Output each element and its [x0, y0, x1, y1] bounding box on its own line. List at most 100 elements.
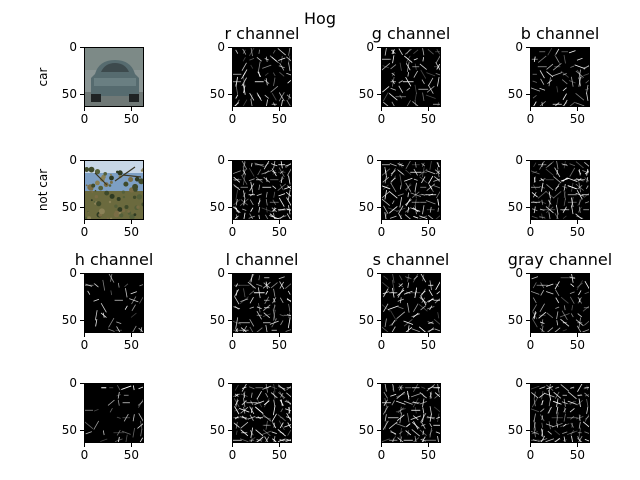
hog-gradient-stroke [271, 168, 277, 177]
hog-gradient-stroke [384, 318, 387, 328]
hog-gradient-stroke [414, 287, 418, 299]
hog-gradient-stroke [118, 436, 120, 442]
hog-gradient-stroke [273, 436, 276, 442]
hog-gradient-stroke [235, 94, 239, 99]
hog-gradient-stroke [109, 408, 113, 413]
hog-gradient-stroke [390, 87, 396, 91]
x-tick-label: 50 [271, 112, 287, 126]
hog-gradient-stroke [421, 163, 426, 167]
hog-gradient-stroke [233, 422, 241, 429]
hog-gradient-stroke [398, 205, 404, 215]
hog-gradient-stroke [248, 178, 255, 182]
hog-gradient-stroke [539, 303, 545, 313]
hog-gradient-stroke [433, 406, 440, 413]
hog-gradient-stroke [242, 169, 246, 175]
hog-gradient-stroke [575, 70, 584, 78]
hog-gradient-stroke [271, 386, 278, 390]
hog-gradient-stroke [391, 76, 395, 87]
hog-gradient-stroke [422, 430, 425, 435]
hog-gradient-stroke [249, 290, 255, 296]
x-tick-label: 0 [228, 225, 237, 239]
hog-gradient-stroke [568, 400, 577, 405]
hog-gradient-stroke [404, 55, 413, 63]
hog-gradient-stroke [425, 200, 436, 205]
hog-gradient-stroke [382, 282, 390, 289]
hog-gradient-stroke [583, 386, 589, 390]
hog-gradient-stroke [234, 416, 239, 420]
hog-gradient-stroke [130, 312, 137, 318]
x-tick-label: 50 [271, 338, 287, 352]
hog-gradient-stroke [265, 436, 270, 442]
panel-frame [84, 160, 144, 220]
hog-gradient-stroke [541, 325, 544, 332]
hog-gradient-stroke [235, 189, 239, 200]
hog-gradient-stroke [548, 200, 552, 205]
foliage-blob [95, 180, 100, 186]
hog-gradient-stroke [554, 437, 561, 442]
hog-gradient-stroke [547, 162, 553, 167]
hog-gradient-stroke [584, 177, 589, 182]
hog-gradient-stroke [533, 413, 536, 423]
hog-gradient-stroke [422, 92, 425, 101]
hog-gradient-stroke [436, 431, 440, 434]
hog-gradient-stroke [545, 423, 554, 427]
x-tick-label: 50 [569, 112, 585, 126]
y-tick-label: 0 [366, 153, 374, 168]
panel-frame [530, 160, 590, 220]
hog-gradient-stroke [241, 174, 248, 185]
hog-gradient-stroke [578, 398, 581, 407]
hog-gradient-stroke [288, 62, 291, 72]
x-tick-label: 0 [377, 112, 386, 126]
foliage-blob [109, 180, 113, 184]
hog-gradient-stroke [414, 100, 417, 106]
hog-gradient-stroke [577, 313, 583, 318]
hog-gradient-stroke [437, 207, 440, 212]
hog-gradient-stroke [584, 392, 589, 398]
hog-gradient-stroke [422, 274, 425, 282]
hog-gradient-stroke [242, 161, 246, 171]
foliage-blob [116, 170, 119, 174]
hog-gradient-stroke [426, 85, 435, 93]
hog-gradient-stroke [570, 386, 575, 389]
hog-gradient-stroke [382, 291, 389, 295]
hog-gradient-stroke [288, 93, 291, 100]
hog-gradient-stroke [586, 406, 589, 414]
foliage-blob [91, 183, 96, 188]
hog-gradient-stroke [94, 283, 99, 288]
hog-gradient-stroke [264, 72, 269, 76]
foliage-blob [85, 184, 88, 187]
hog-gradient-stroke [420, 69, 427, 79]
y-tick-mark [377, 207, 381, 209]
foliage-blob [109, 173, 112, 176]
panel-frame [381, 273, 441, 333]
hog-gradient-stroke [391, 279, 395, 291]
foliage-blob [99, 176, 105, 182]
foliage-blob [103, 172, 107, 176]
hog-gradient-stroke [397, 298, 404, 302]
hog-gradient-stroke [570, 283, 575, 287]
x-tick-label: 50 [420, 112, 436, 126]
y-tick-mark [80, 94, 84, 96]
hog-gradient-stroke [403, 290, 413, 295]
car-rear-window [101, 63, 129, 72]
hog-gradient-stroke [382, 86, 390, 93]
hog-gradient-stroke [273, 399, 276, 406]
foliage-blob [114, 204, 118, 208]
hog-gradient-stroke [264, 58, 269, 61]
hog-gradient-stroke [388, 191, 398, 199]
hog-gradient-stroke [397, 407, 404, 414]
hog-gradient-stroke [562, 215, 567, 219]
hog-gradient-stroke [556, 398, 559, 408]
foliage-blob [136, 205, 140, 209]
x-tick-label: 0 [526, 448, 535, 462]
hog-gradient-stroke [421, 176, 426, 184]
hog-gradient-stroke [125, 434, 128, 442]
hog-gradient-stroke [406, 100, 411, 106]
hog-gradient-stroke [107, 328, 115, 332]
hog-gradient-stroke [271, 431, 277, 435]
hog-gradient-stroke [124, 305, 128, 310]
hog-gradient-stroke [286, 56, 291, 62]
hog-gradient-stroke [272, 422, 277, 429]
hog-gradient-stroke [391, 326, 396, 332]
hog-gradient-stroke [569, 163, 576, 167]
